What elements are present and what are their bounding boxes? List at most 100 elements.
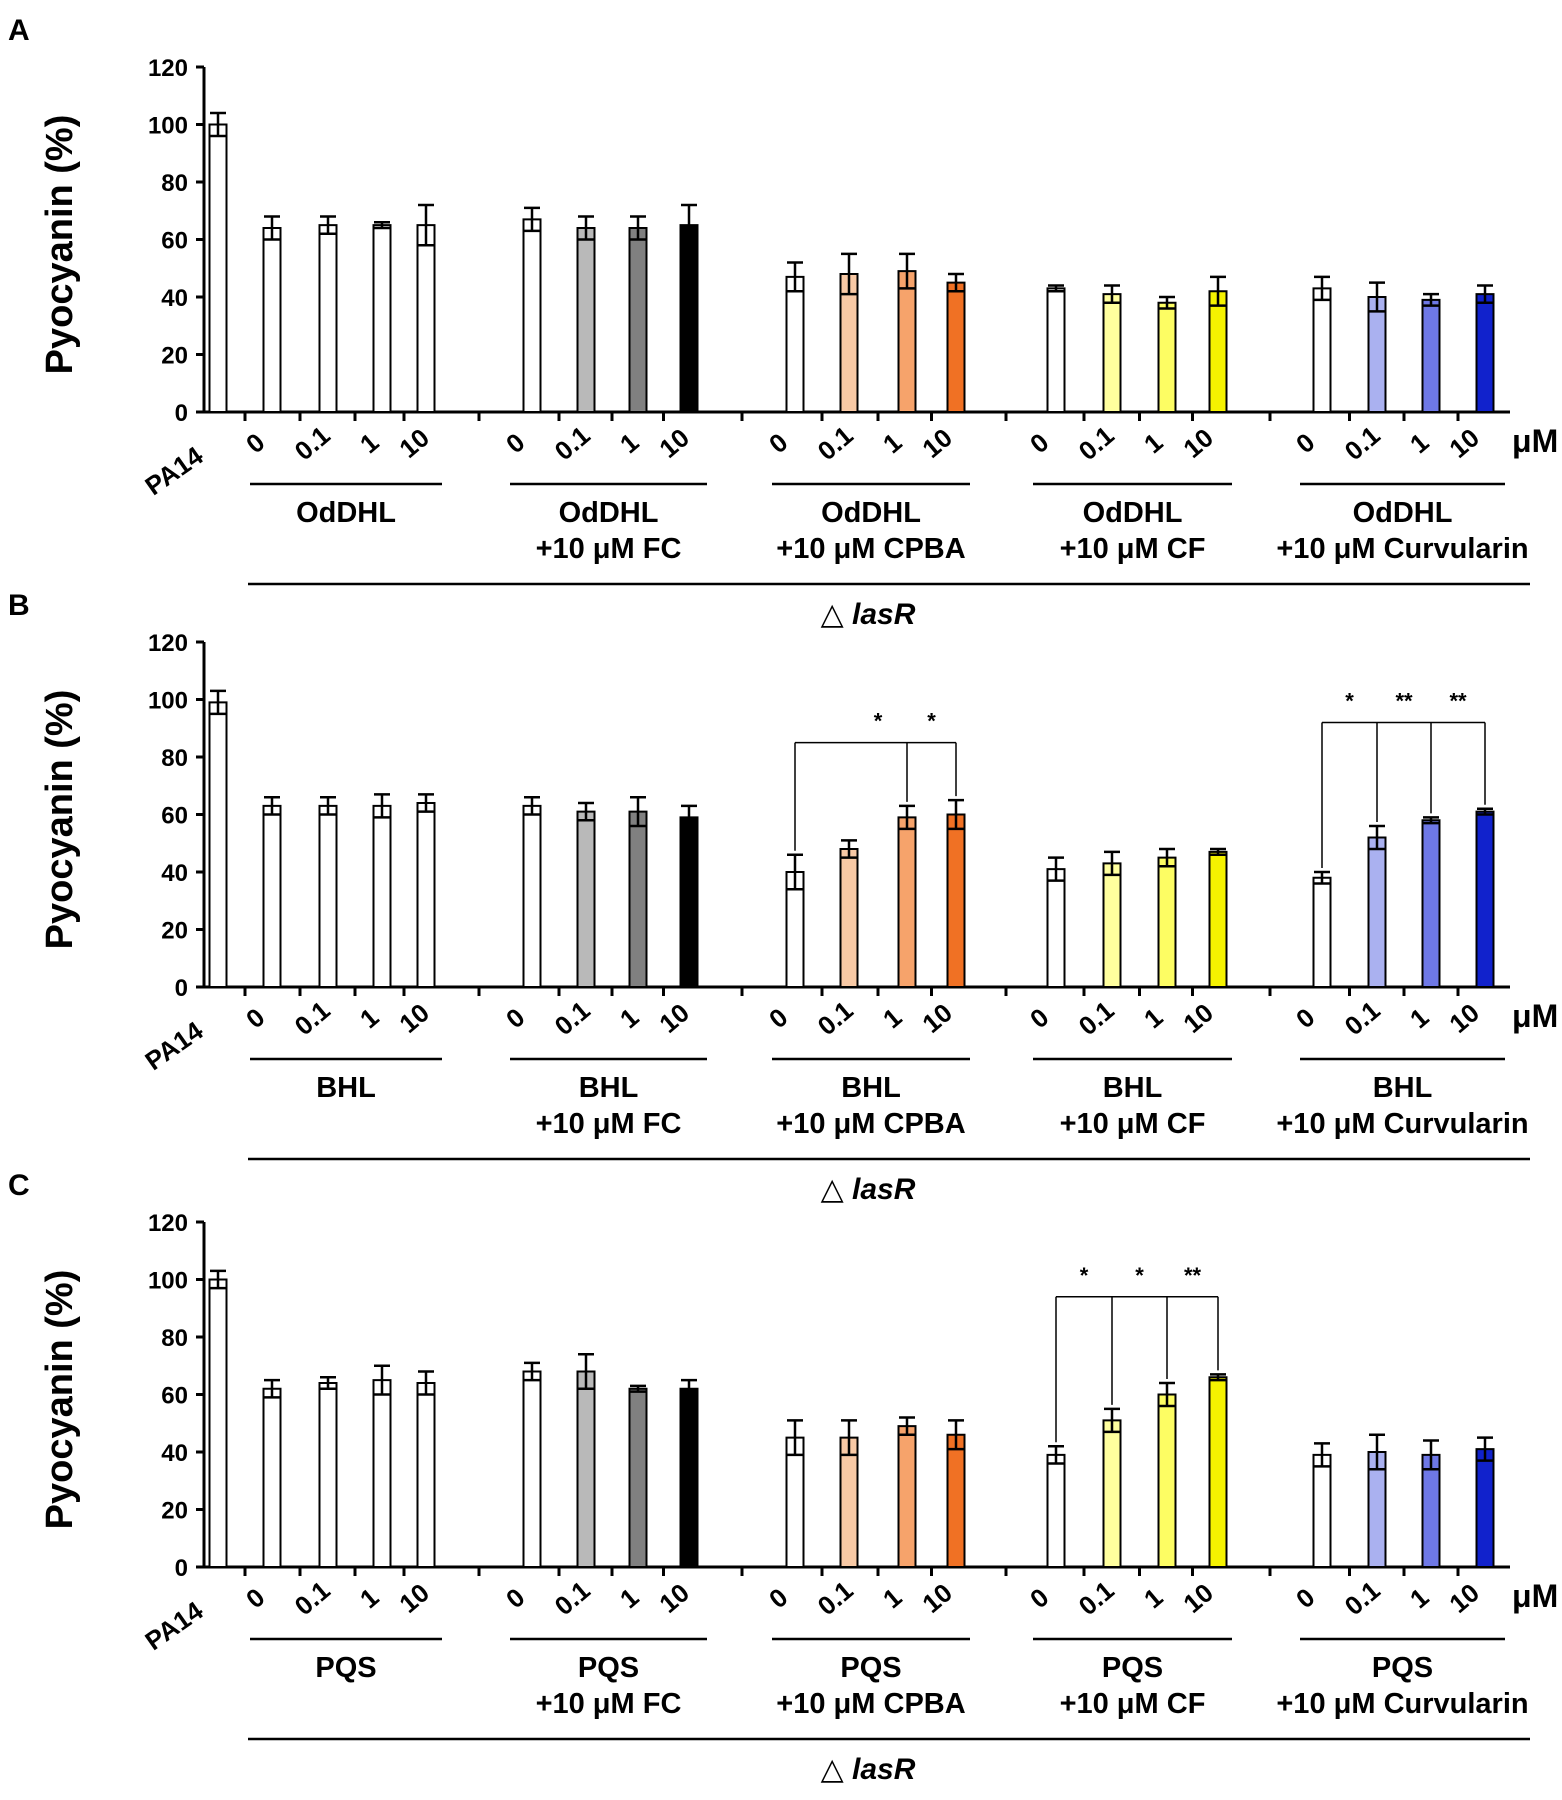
x-tick-label: 0.1: [812, 1575, 859, 1621]
panel-letter: C: [8, 1169, 30, 1202]
x-tick-label: 0.1: [289, 995, 336, 1041]
y-tick-label: 100: [148, 1268, 188, 1295]
group-label: OdDHL: [559, 497, 659, 529]
y-tick-label: 20: [161, 1498, 188, 1525]
x-tick-label: 10: [1177, 1577, 1218, 1619]
x-tick-label: 0: [1290, 427, 1320, 459]
group-sublabel: +10 μM Curvularin: [1276, 533, 1528, 565]
x-tick-label: 0.1: [1073, 420, 1120, 466]
unit-label: μM: [1512, 1578, 1558, 1614]
bar: [576, 810, 596, 988]
significance-star: *: [927, 709, 936, 734]
y-tick-label: 60: [161, 803, 188, 830]
x-tick-label: 0: [1024, 1002, 1054, 1034]
x-tick-label: 1: [877, 1002, 907, 1034]
unit-label: μM: [1512, 423, 1558, 459]
strain-delta-symbol: △: [821, 1753, 852, 1786]
significance-star: *: [1135, 1263, 1144, 1288]
group-label: PQS: [840, 1652, 901, 1684]
strain-name: lasR: [852, 1173, 916, 1206]
x-tick-label: 10: [916, 1577, 957, 1619]
bar: [1102, 1419, 1122, 1568]
y-tick-label: 20: [161, 343, 188, 370]
x-tick-label: 1: [614, 1582, 644, 1614]
y-tick-label: 80: [161, 745, 188, 772]
bar: [1102, 293, 1122, 413]
x-tick-label: 0: [500, 1582, 530, 1614]
significance-star: *: [1345, 689, 1354, 714]
strain-label: △ lasR: [821, 598, 916, 631]
bar: [1312, 876, 1332, 988]
group-sublabel: +10 μM CF: [1060, 533, 1206, 565]
bar: [1367, 836, 1387, 988]
bar: [1475, 1448, 1495, 1568]
bar: [679, 816, 699, 988]
x-tick-label: 10: [1443, 422, 1484, 464]
bar: [416, 1382, 436, 1568]
bar: [785, 275, 805, 413]
bar: [679, 1387, 699, 1568]
x-tick-label: 0.1: [549, 995, 596, 1041]
bar: [1046, 287, 1066, 413]
bar: [576, 227, 596, 413]
panel-letter: B: [8, 589, 30, 622]
y-tick-label: 60: [161, 228, 188, 255]
x-tick-label: 1: [1138, 1002, 1168, 1034]
bar: [839, 848, 859, 988]
x-tick-label: 0: [500, 1002, 530, 1034]
bar: [1046, 1453, 1066, 1568]
strain-label: △ lasR: [821, 1173, 916, 1206]
y-tick-label: 60: [161, 1383, 188, 1410]
strain-delta-symbol: △: [821, 598, 852, 631]
group-sublabel: +10 μM CPBA: [776, 1688, 965, 1720]
x-tick-label: 10: [916, 422, 957, 464]
bar: [262, 227, 282, 413]
bar-control: [208, 701, 228, 988]
bar: [1367, 296, 1387, 413]
y-tick-label: 0: [175, 400, 188, 427]
x-tick-label: 0.1: [549, 1575, 596, 1621]
group-label: BHL: [841, 1072, 901, 1104]
bar: [785, 1436, 805, 1568]
bar: [897, 270, 917, 413]
x-tick-label: 1: [1138, 427, 1168, 459]
significance-star: **: [1449, 689, 1467, 714]
x-tick-label: 1: [354, 1002, 384, 1034]
x-tick-label: 10: [653, 422, 694, 464]
y-tick-label: 20: [161, 918, 188, 945]
group-label: BHL: [579, 1072, 639, 1104]
x-tick-label: 0: [763, 427, 793, 459]
x-tick-label: 1: [354, 427, 384, 459]
x-tick-label: 0: [240, 427, 270, 459]
y-tick-label: 80: [161, 1325, 188, 1352]
x-tick-label: 0.1: [1339, 420, 1386, 466]
y-tick-label: 0: [175, 975, 188, 1002]
x-tick-label: 10: [1177, 997, 1218, 1039]
x-tick-label: 1: [1138, 1582, 1168, 1614]
bar: [628, 810, 648, 988]
bar: [416, 224, 436, 413]
x-tick-label: 1: [354, 1582, 384, 1614]
y-tick-label: 80: [161, 170, 188, 197]
group-label: OdDHL: [821, 497, 921, 529]
x-tick-label: 1: [1404, 427, 1434, 459]
bar: [318, 1382, 338, 1568]
x-tick-label: PA14: [140, 440, 209, 501]
bar: [522, 804, 542, 988]
panel-letter: A: [8, 14, 30, 47]
x-tick-label: 0: [500, 427, 530, 459]
y-tick-label: 120: [148, 55, 188, 82]
y-tick-label: 100: [148, 113, 188, 140]
bar: [1102, 862, 1122, 988]
bar: [946, 813, 966, 988]
bar: [1208, 850, 1228, 988]
x-tick-label: 0.1: [289, 1575, 336, 1621]
group-sublabel: +10 μM Curvularin: [1276, 1108, 1528, 1140]
bar: [1157, 856, 1177, 988]
bar: [522, 1370, 542, 1568]
bar: [839, 1436, 859, 1568]
bar: [1312, 1453, 1332, 1568]
group-sublabel: +10 μM CF: [1060, 1688, 1206, 1720]
